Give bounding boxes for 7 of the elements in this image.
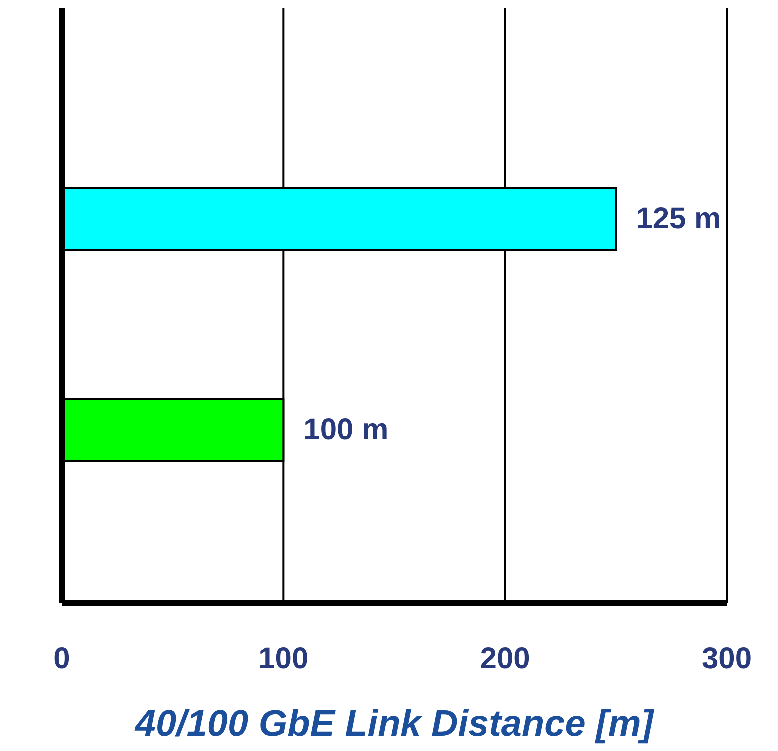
annotation: 125 m bbox=[636, 202, 722, 236]
x-tick-label: 300 bbox=[702, 642, 752, 676]
annotation: 100 m bbox=[304, 414, 389, 446]
x-tick-label: 0 bbox=[54, 642, 70, 676]
x-tick-label: 200 bbox=[480, 642, 530, 676]
x-axis-title: 40/100 GbE Link Distance [m] bbox=[134, 703, 656, 744]
x-tick-label: 100 bbox=[258, 642, 309, 676]
